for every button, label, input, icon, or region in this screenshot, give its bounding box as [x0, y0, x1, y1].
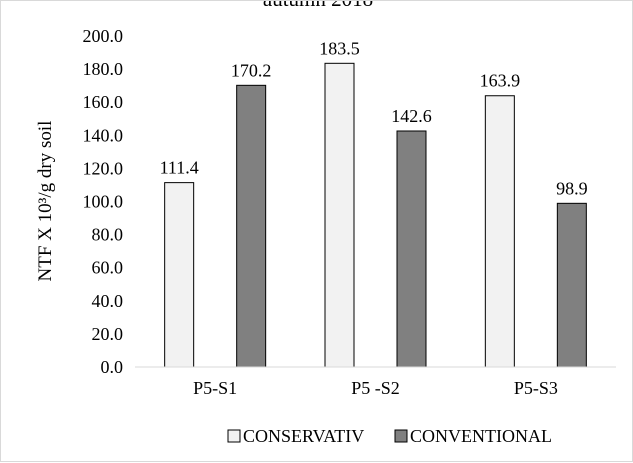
bar-conservativ [164, 182, 195, 368]
y-tick-label: 100.0 [83, 192, 124, 212]
y-tick-label: 80.0 [92, 225, 124, 245]
bar-conventional [556, 202, 587, 368]
y-tick-label: 180.0 [83, 59, 124, 79]
bar-conventional [396, 130, 427, 368]
chart-title: autumn 2018 [263, 1, 373, 11]
y-tick-label: 140.0 [83, 125, 124, 145]
y-tick-label: 160.0 [83, 92, 124, 112]
bar-value-label: 183.5 [319, 38, 360, 58]
bars [164, 62, 587, 368]
bar-value-label: 163.9 [480, 71, 521, 91]
legend-conventional-swatch [394, 429, 408, 443]
legend-conventional-label: CONVENTIONAL [410, 426, 552, 446]
data-labels: 111.4 170.2 183.5 142.6 163.9 98.9 [160, 38, 588, 198]
bar-value-label: 170.2 [231, 60, 272, 80]
legend-conservativ-swatch [227, 429, 241, 443]
legend-conservativ-label: CONSERVATIV [243, 426, 364, 446]
bar-value-label: 111.4 [160, 158, 199, 178]
bar-conservativ [324, 62, 355, 368]
legend: CONSERVATIV CONVENTIONAL [227, 426, 552, 446]
y-tick-label: 40.0 [92, 291, 124, 311]
y-axis-ticks: 0.0 20.0 40.0 60.0 80.0 100.0 120.0 140.0 160.0 1… [83, 26, 124, 377]
x-axis-ticks: P5-S1 P5 -S2 P5-S3 [193, 378, 558, 398]
y-axis-label: NTF X 10³/g dry soil [35, 121, 56, 282]
x-tick-label: P5 -S2 [351, 378, 400, 398]
y-tick-label: 20.0 [92, 324, 124, 344]
y-tick-label: 60.0 [92, 258, 124, 278]
x-tick-label: P5-S1 [193, 378, 237, 398]
y-tick-label: 200.0 [83, 26, 124, 46]
bar-conservativ [484, 95, 515, 368]
x-tick-label: P5-S3 [514, 378, 558, 398]
y-tick-label: 120.0 [83, 158, 124, 178]
y-tick-label: 0.0 [101, 357, 124, 377]
bar-value-label: 98.9 [556, 178, 588, 198]
bar-value-label: 142.6 [391, 106, 432, 126]
bar-conventional [236, 84, 267, 368]
